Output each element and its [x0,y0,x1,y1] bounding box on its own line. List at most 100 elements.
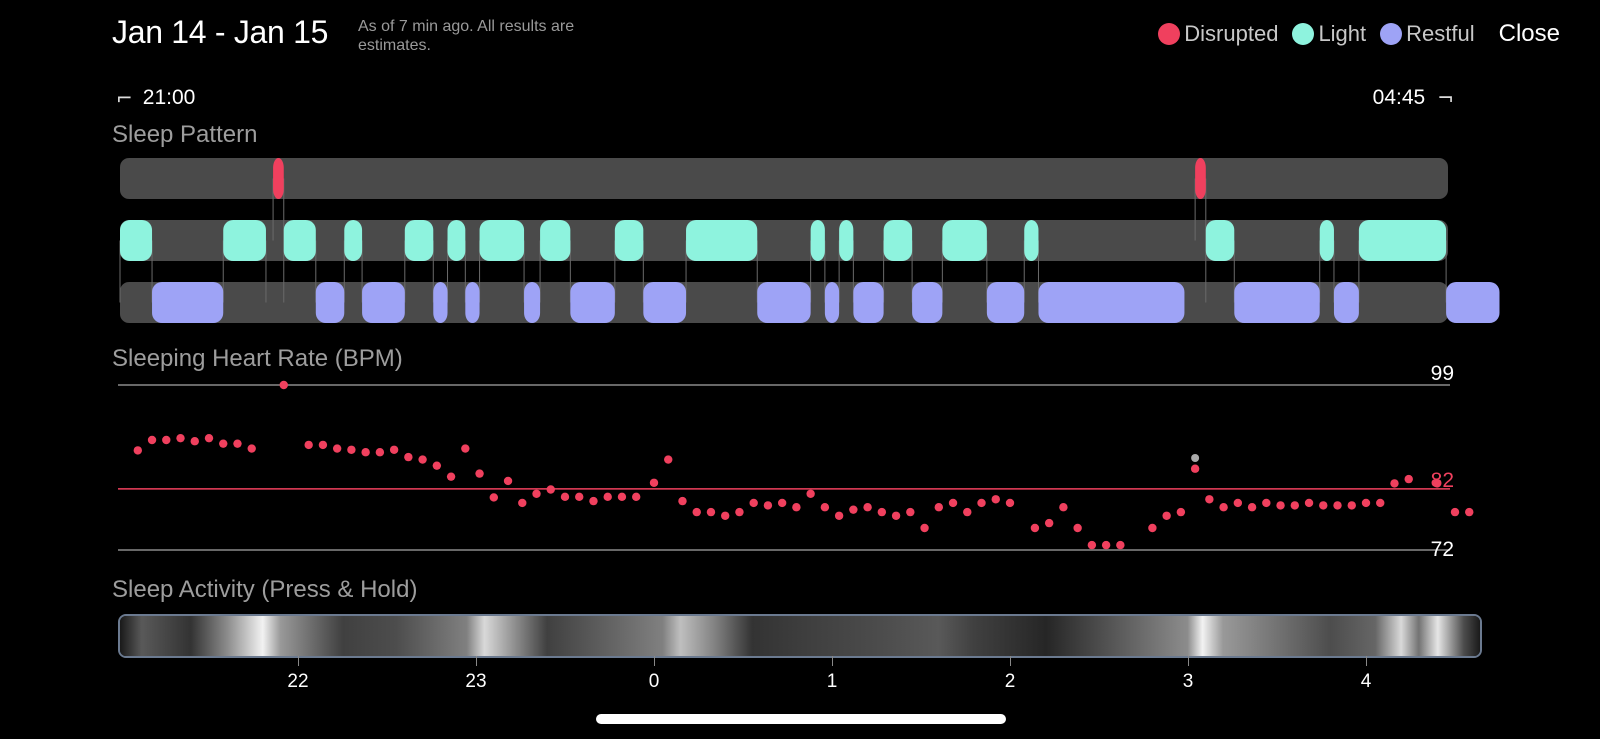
hr-min-label: 72 [1430,538,1454,561]
hr-point [991,495,1000,504]
hr-point [446,472,456,481]
x-tick-label: 4 [1360,671,1372,692]
restful-segment [465,282,480,323]
hr-point [1333,501,1342,510]
light-segment [1024,220,1039,261]
sleep-pattern-chart[interactable] [0,150,1600,335]
restful-segment [1038,282,1185,323]
restful-segment [152,282,224,323]
x-tick-label: 22 [287,671,309,692]
legend: Disrupted Light Restful Close [1158,20,1560,48]
hr-point [375,448,385,457]
hr-point [1148,523,1157,533]
restful-segment [643,282,687,323]
x-tick-mark [832,656,833,666]
x-tick-mark [298,656,299,666]
disrupted-dot-icon [1158,23,1181,45]
hr-point [1276,501,1285,510]
restful-segment [433,282,448,323]
light-segment [839,220,854,261]
x-tick-label: 1 [826,671,838,692]
hr-point [475,469,484,478]
hr-point [1190,464,1200,473]
legend-disrupted-label: Disrupted [1184,21,1279,46]
hr-point [162,435,171,445]
hr-point [735,507,744,517]
hr-point [204,433,214,443]
hr-point [1059,503,1068,512]
hr-point [233,439,242,448]
restful-segment [824,282,840,323]
hr-point [318,440,328,450]
hr-point [560,492,570,502]
hr-point [1450,507,1460,517]
restful-segment [853,282,884,323]
hr-point [721,511,730,520]
heart-rate-chart [118,380,1474,551]
hr-point [347,445,356,454]
hr-point [1073,523,1082,533]
hr-point [863,503,872,512]
hr-point [532,489,541,498]
hr-point [820,503,830,512]
hr-point [1404,474,1413,484]
hr-point [461,444,470,453]
hr-point [1262,498,1271,508]
light-segment [942,220,987,261]
hr-point [1101,540,1111,550]
restful-segment [315,282,345,323]
hr-point [849,505,858,514]
light-segment [614,220,644,261]
hr-point [1176,507,1186,517]
hr-point [304,440,313,450]
start-time: ⌐ 21:00 [116,86,195,110]
restful-segment [986,282,1025,323]
end-time: 04:45 ¬ [1373,86,1454,110]
hr-point [1044,518,1054,528]
hr-point [418,455,427,464]
x-tick-mark [1188,656,1189,666]
disrupted-segment [1195,158,1206,199]
x-tick-mark [1010,656,1011,666]
close-button[interactable]: Close [1498,20,1560,47]
restful-dot-icon [1380,23,1403,45]
hr-point [1433,479,1442,488]
home-indicator[interactable] [596,714,1006,724]
hr-point [948,498,958,508]
legend-restful: Restful [1380,21,1475,47]
hr-point [389,445,399,454]
hr-point [1290,501,1300,510]
legend-light-label: Light [1318,21,1367,46]
light-segment [223,220,266,261]
light-segment [404,220,434,261]
start-time-label: 21:00 [142,86,196,109]
hr-point [632,492,641,502]
light-segment [883,220,913,261]
hr-point [1247,503,1257,512]
heart-rate-title: Sleeping Heart Rate (BPM) [112,345,403,372]
hr-point [1233,498,1243,508]
x-tick-mark [654,656,655,666]
light-segment [120,220,153,261]
light-dot-icon [1292,23,1315,45]
sleep-pattern-title: Sleep Pattern [112,121,258,148]
hr-point [432,461,442,470]
legend-light: Light [1292,21,1366,47]
hr-point [603,492,612,502]
sleep-activity-bar[interactable] [118,614,1482,658]
restful-segment [362,282,405,323]
disrupted-segment [273,158,284,199]
hr-point [749,498,758,508]
hr-point [489,493,498,502]
hr-point [834,511,844,520]
hr-point [877,507,887,517]
hr-avg-label: 82 [1430,469,1454,492]
light-segment [1319,220,1334,261]
activity-heat-strip[interactable] [120,616,1480,656]
hr-point [1465,507,1474,517]
hr-point [190,437,199,446]
disrupted-track [120,158,1448,199]
x-tick-mark [476,656,477,666]
hr-point [1361,498,1371,508]
restful-segment [570,282,615,323]
